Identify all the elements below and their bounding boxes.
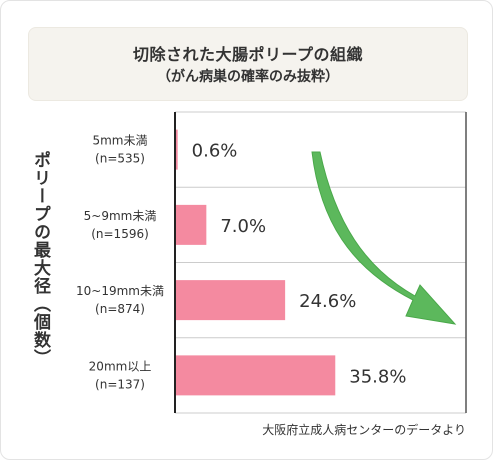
chart-subtitle: （がん病巣の確率のみ抜粋） (157, 69, 339, 85)
bar-2 (175, 280, 286, 321)
bars (175, 129, 336, 396)
source-note: 大阪府立成人病センターのデータより (262, 423, 466, 437)
value-label-3: 35.8% (349, 366, 406, 387)
category-label-0: 5mm未満 (92, 134, 147, 148)
y-axis-label: ポリープの最大径（個数） (30, 151, 50, 367)
title-panel: 切除された大腸ポリープの組織 （がん病巣の確率のみ抜粋） (28, 27, 468, 101)
category-count-3: (n=137) (95, 377, 145, 391)
category-label-2: 10~19mm未満 (76, 284, 164, 298)
chart-title: 切除された大腸ポリープの組織 (132, 45, 364, 64)
category-label-3: 20mm以上 (89, 359, 152, 373)
bar-3 (175, 355, 336, 396)
trend-arrow-icon (311, 151, 457, 325)
value-label-0: 0.6% (192, 141, 238, 162)
category-count-2: (n=874) (95, 302, 145, 316)
grid-lines (175, 111, 467, 414)
category-count-1: (n=1596) (91, 227, 149, 241)
category-label-1: 5~9mm未満 (84, 209, 157, 223)
labels: 0.6% 5mm未満 (n=535) 7.0% 5~9mm未満 (n=1596) 24.6%… (76, 112, 406, 413)
bar-1 (175, 204, 207, 245)
bar-0 (175, 129, 178, 170)
value-label-2: 24.6% (299, 291, 356, 312)
category-count-0: (n=535) (95, 152, 145, 166)
value-label-1: 7.0% (220, 216, 266, 237)
